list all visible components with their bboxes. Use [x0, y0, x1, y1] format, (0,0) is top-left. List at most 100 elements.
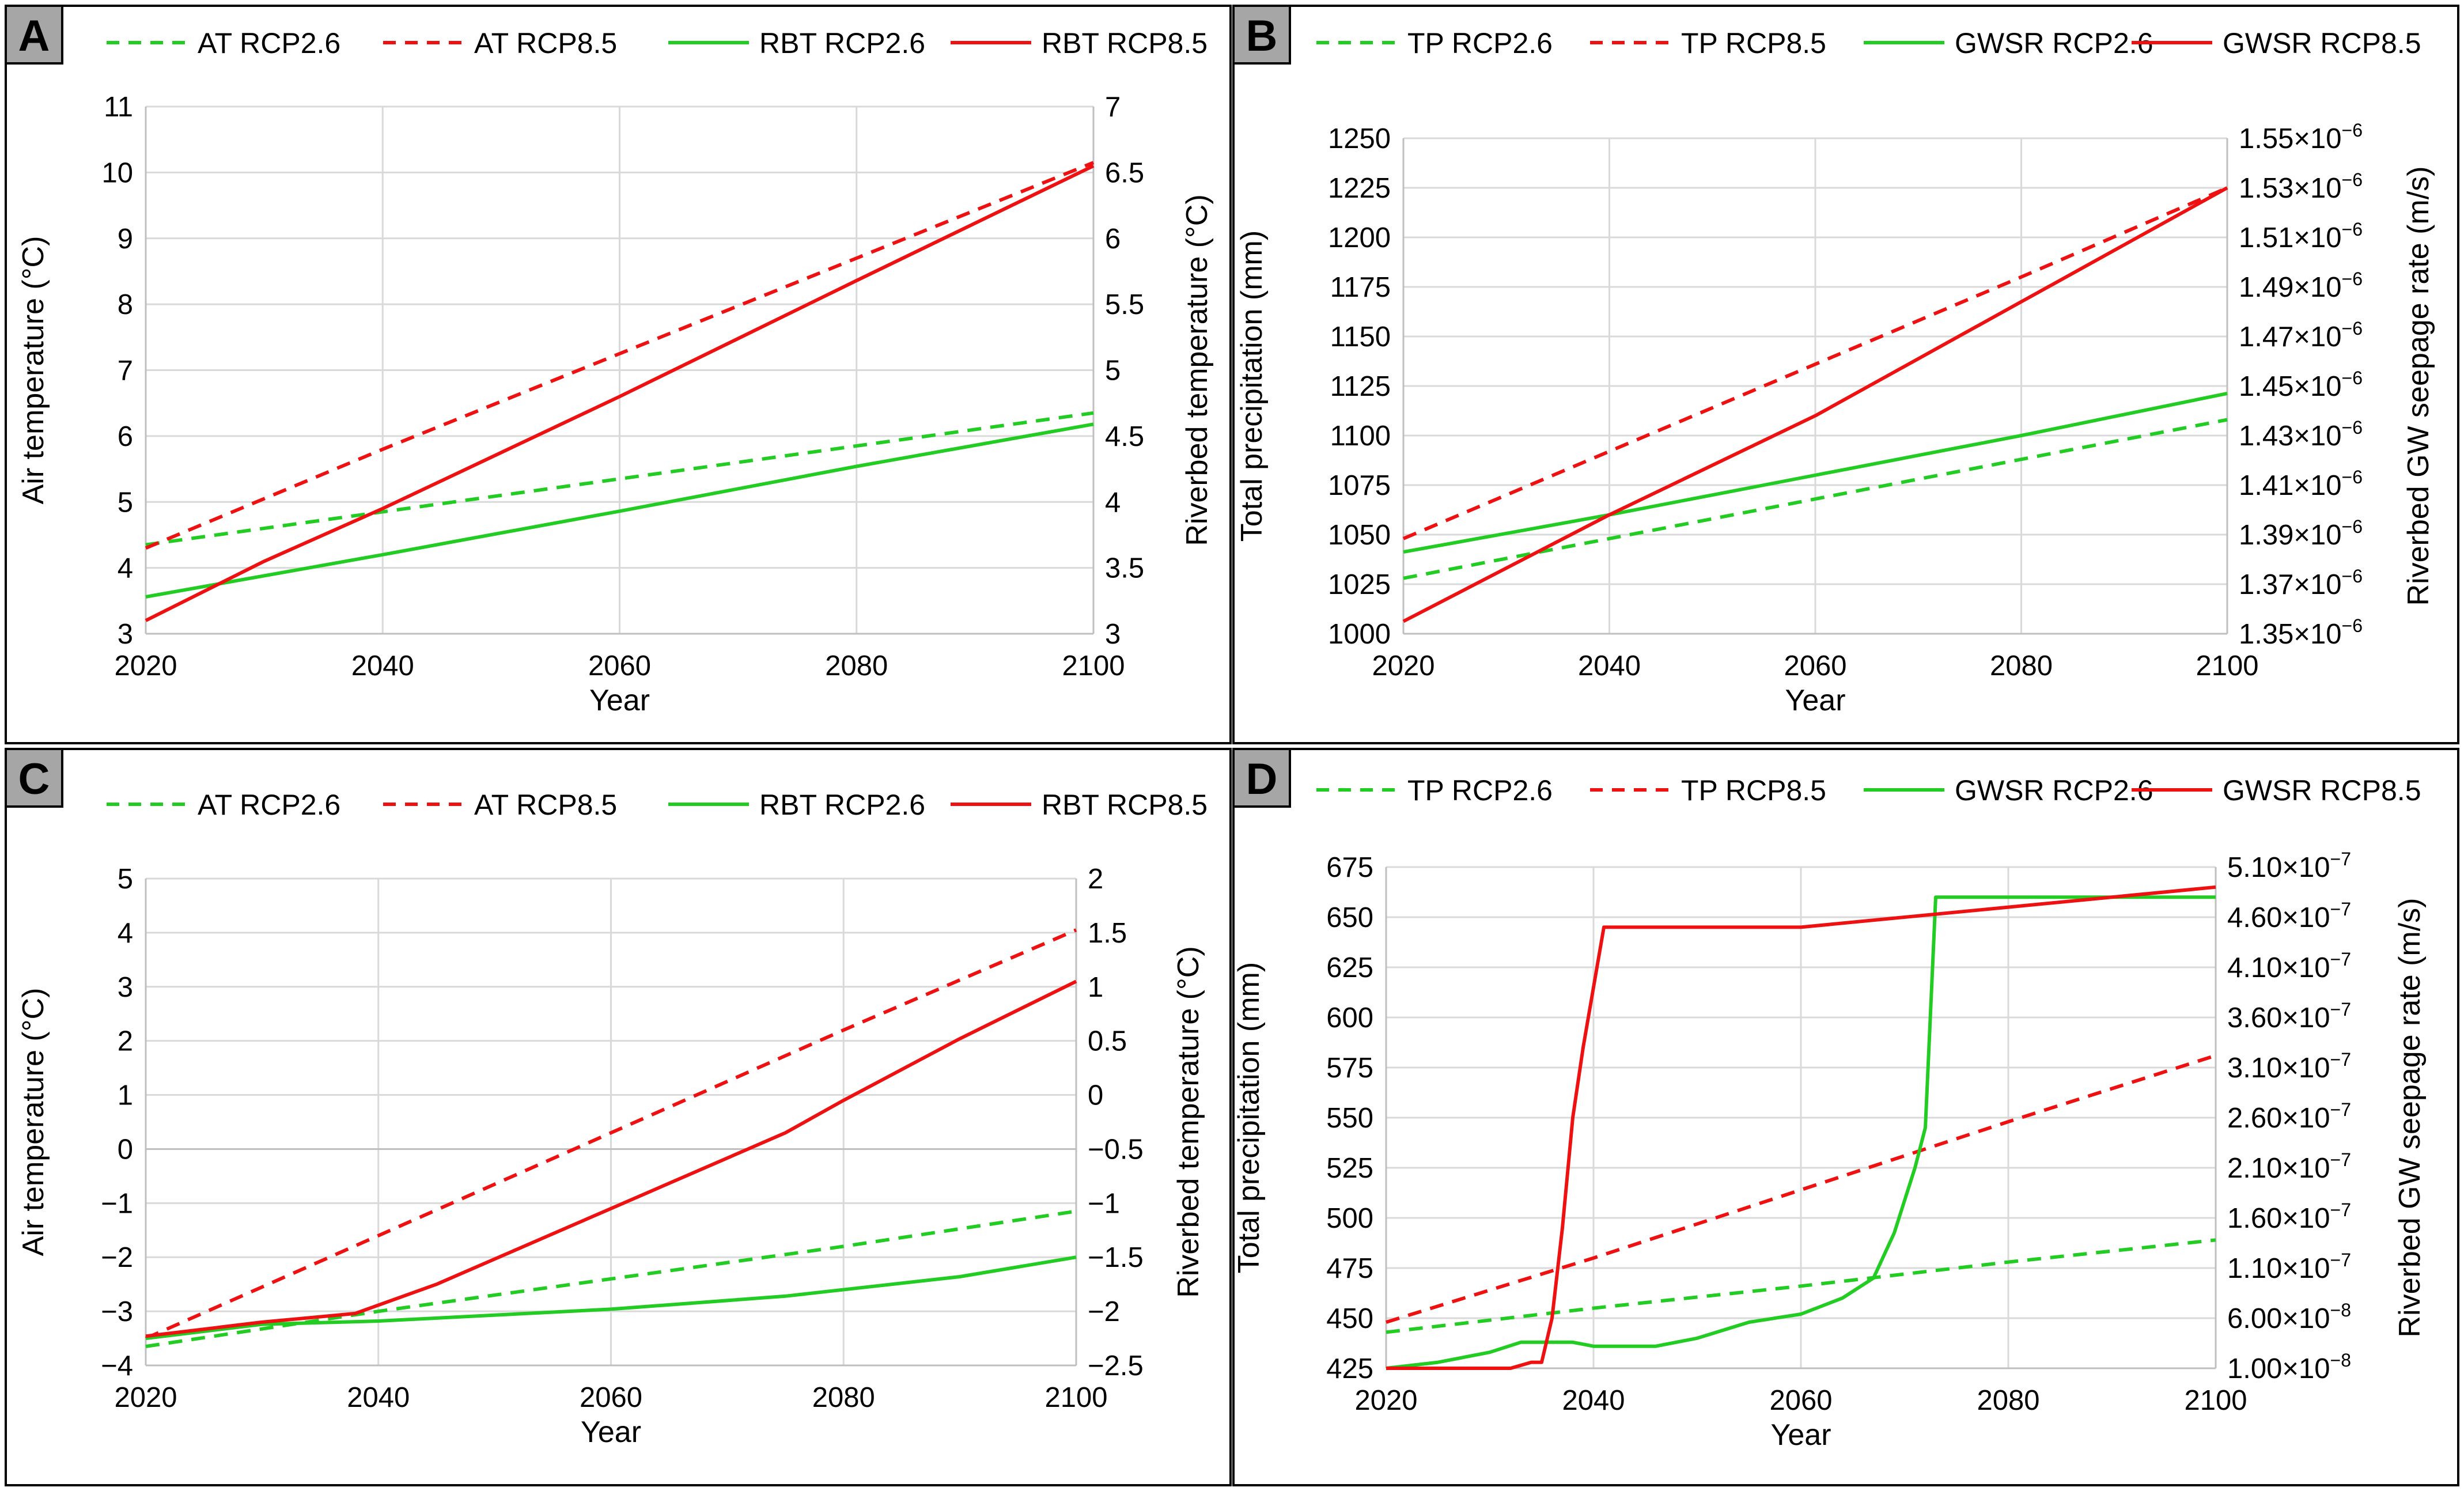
y2-tick-exponent: −7	[2330, 849, 2351, 869]
x-tick-label: 2040	[347, 1382, 410, 1413]
y2-tick-label: 1.41×10−6	[2239, 467, 2363, 501]
y2-tick-label: −1.5	[1088, 1242, 1144, 1273]
x-tick-label: 2020	[114, 650, 177, 682]
y-tick-label: −4	[101, 1350, 133, 1382]
y2-tick-label: 0	[1088, 1080, 1103, 1111]
y2-tick-mantissa: 4.10	[2227, 952, 2282, 983]
y2-tick-exponent: −7	[2330, 1149, 2351, 1170]
y-tick-label: 1150	[1330, 321, 1391, 353]
x-tick-label: 2080	[1990, 650, 2053, 682]
y-tick-label: 1175	[1330, 272, 1391, 303]
y2-tick-mantissa: 3.60	[2227, 1002, 2282, 1034]
y-tick-label: −1	[101, 1188, 133, 1219]
panel-label-box	[1232, 5, 1291, 65]
series-line-rbt-rcp2-6	[145, 422, 1094, 599]
y2-tick-times: ×10	[2282, 1253, 2330, 1284]
y2-tick-mantissa: 1.00	[2227, 1353, 2282, 1384]
y2-tick-exponent: −8	[2330, 1350, 2351, 1371]
y2-tick-exponent: −8	[2330, 1300, 2351, 1320]
y2-tick-label: 2.10×10−7	[2227, 1149, 2351, 1184]
y2-tick-exponent: −7	[2330, 999, 2351, 1020]
x-axis-title: Year	[1770, 1418, 1831, 1452]
legend-label: RBT RCP2.6	[759, 27, 925, 59]
y2-tick-times: ×10	[2293, 321, 2341, 353]
x-tick-label: 2060	[1769, 1385, 1832, 1416]
y2-tick-label: 3	[1105, 619, 1121, 650]
series-line-at-rcp8-5	[145, 161, 1095, 550]
y2-tick-exponent: −7	[2330, 949, 2351, 970]
panel-label: D	[1246, 755, 1278, 804]
y2-tick-label: 1.53×10−6	[2239, 169, 2363, 204]
x-tick-label: 2100	[1044, 1382, 1107, 1413]
y2-tick-label: 1	[1088, 972, 1103, 1003]
y2-tick-label: 1.35×10−6	[2239, 615, 2363, 650]
y2-tick-label: 1.47×10−6	[2239, 318, 2363, 353]
y-tick-label: 625	[1326, 952, 1373, 983]
y2-tick-label: 1.55×10−6	[2239, 120, 2363, 154]
y-tick-label: −3	[101, 1296, 133, 1327]
y2-tick-mantissa: 1.35	[2239, 619, 2293, 650]
panel-b: B 1000 1025 1050 1075 1100 1125 1150 1175 1200 122…	[1232, 5, 2459, 744]
y2-tick-times: ×10	[2293, 173, 2341, 204]
y2-tick-exponent: −6	[2342, 516, 2363, 537]
y2-tick-label: 1.00×10−8	[2227, 1350, 2351, 1384]
panel-label: C	[18, 755, 50, 804]
x-tick-label: 2040	[351, 650, 414, 682]
y2-tick-mantissa: 5.10	[2227, 852, 2282, 883]
y2-tick-label: 4.60×10−7	[2227, 899, 2351, 933]
y2-tick-times: ×10	[2282, 1002, 2330, 1034]
y2-tick-exponent: −6	[2342, 169, 2363, 190]
y-tick-label: 1	[118, 1080, 133, 1111]
y-axis-title: Total precipitation (mm)	[1232, 962, 1266, 1273]
x-tick-label: 2020	[114, 1382, 177, 1413]
y2-tick-mantissa: 3.10	[2227, 1053, 2282, 1084]
y2-axis-title: Riverbed GW seepage rate (m/s)	[2402, 166, 2435, 606]
panel-frame	[5, 5, 1232, 744]
series-line-gwsr-rcp8-5	[1386, 885, 2216, 1370]
y-tick-label: 450	[1326, 1303, 1373, 1334]
y2-tick-label: 6	[1105, 224, 1121, 255]
y2-tick-label: 4.5	[1105, 421, 1144, 452]
y-tick-label: 575	[1326, 1053, 1373, 1084]
x-tick-label: 2060	[588, 650, 651, 682]
y2-tick-label: 1.10×10−7	[2227, 1250, 2351, 1284]
legend-label: AT RCP8.5	[474, 789, 617, 821]
y-tick-label: 10	[101, 157, 133, 188]
x-tick-label: 2060	[1784, 650, 1846, 682]
y2-tick-exponent: −6	[2342, 467, 2363, 487]
x-tick-label: 2080	[812, 1382, 875, 1413]
y2-tick-label: 7	[1105, 92, 1121, 123]
legend-label: AT RCP8.5	[474, 27, 617, 59]
panel-frame	[5, 748, 1232, 1486]
legend-label: TP RCP8.5	[1681, 27, 1826, 59]
panel-label-box	[5, 5, 63, 65]
y-tick-label: 600	[1326, 1002, 1373, 1034]
y2-tick-times: ×10	[2293, 569, 2341, 600]
y2-tick-label: 1.51×10−6	[2239, 219, 2363, 253]
y2-tick-label: 3.60×10−7	[2227, 999, 2351, 1034]
panel-d: D 425 450 475 500 525 550 575 600 625 650 675 2020 20…	[1232, 748, 2459, 1486]
y2-tick-times: ×10	[2282, 1103, 2330, 1134]
y2-tick-mantissa: 1.60	[2227, 1203, 2282, 1234]
y-axis-title: Total precipitation (mm)	[1235, 230, 1269, 542]
series-line-gwsr-rcp8-5	[1402, 186, 2228, 623]
y2-tick-times: ×10	[2293, 619, 2341, 650]
y-tick-label: 11	[104, 92, 133, 123]
y2-tick-times: ×10	[2293, 371, 2341, 402]
series-line-at-rcp8-5	[145, 928, 1077, 1340]
y2-tick-mantissa: 1.53	[2239, 173, 2293, 204]
y-tick-label: 6	[118, 421, 133, 452]
y2-tick-label: 1.49×10−6	[2239, 268, 2363, 303]
y-tick-label: 1200	[1328, 222, 1391, 253]
y-tick-label: 650	[1326, 902, 1373, 933]
panel-c: C −4 −3 −2 −1 0 1 2 3 4 5 2020 2040 2060 2080 2100−2.5 −…	[5, 748, 1232, 1486]
y-tick-label: 1100	[1330, 421, 1391, 452]
panel-label-box	[1232, 748, 1291, 808]
y2-tick-mantissa: 6.00	[2227, 1303, 2282, 1334]
y2-tick-exponent: −6	[2342, 368, 2363, 388]
panel-label: B	[1246, 12, 1278, 60]
x-tick-label: 2020	[1354, 1385, 1417, 1416]
legend-label: TP RCP2.6	[1407, 774, 1553, 807]
y-tick-label: 1025	[1328, 569, 1391, 600]
